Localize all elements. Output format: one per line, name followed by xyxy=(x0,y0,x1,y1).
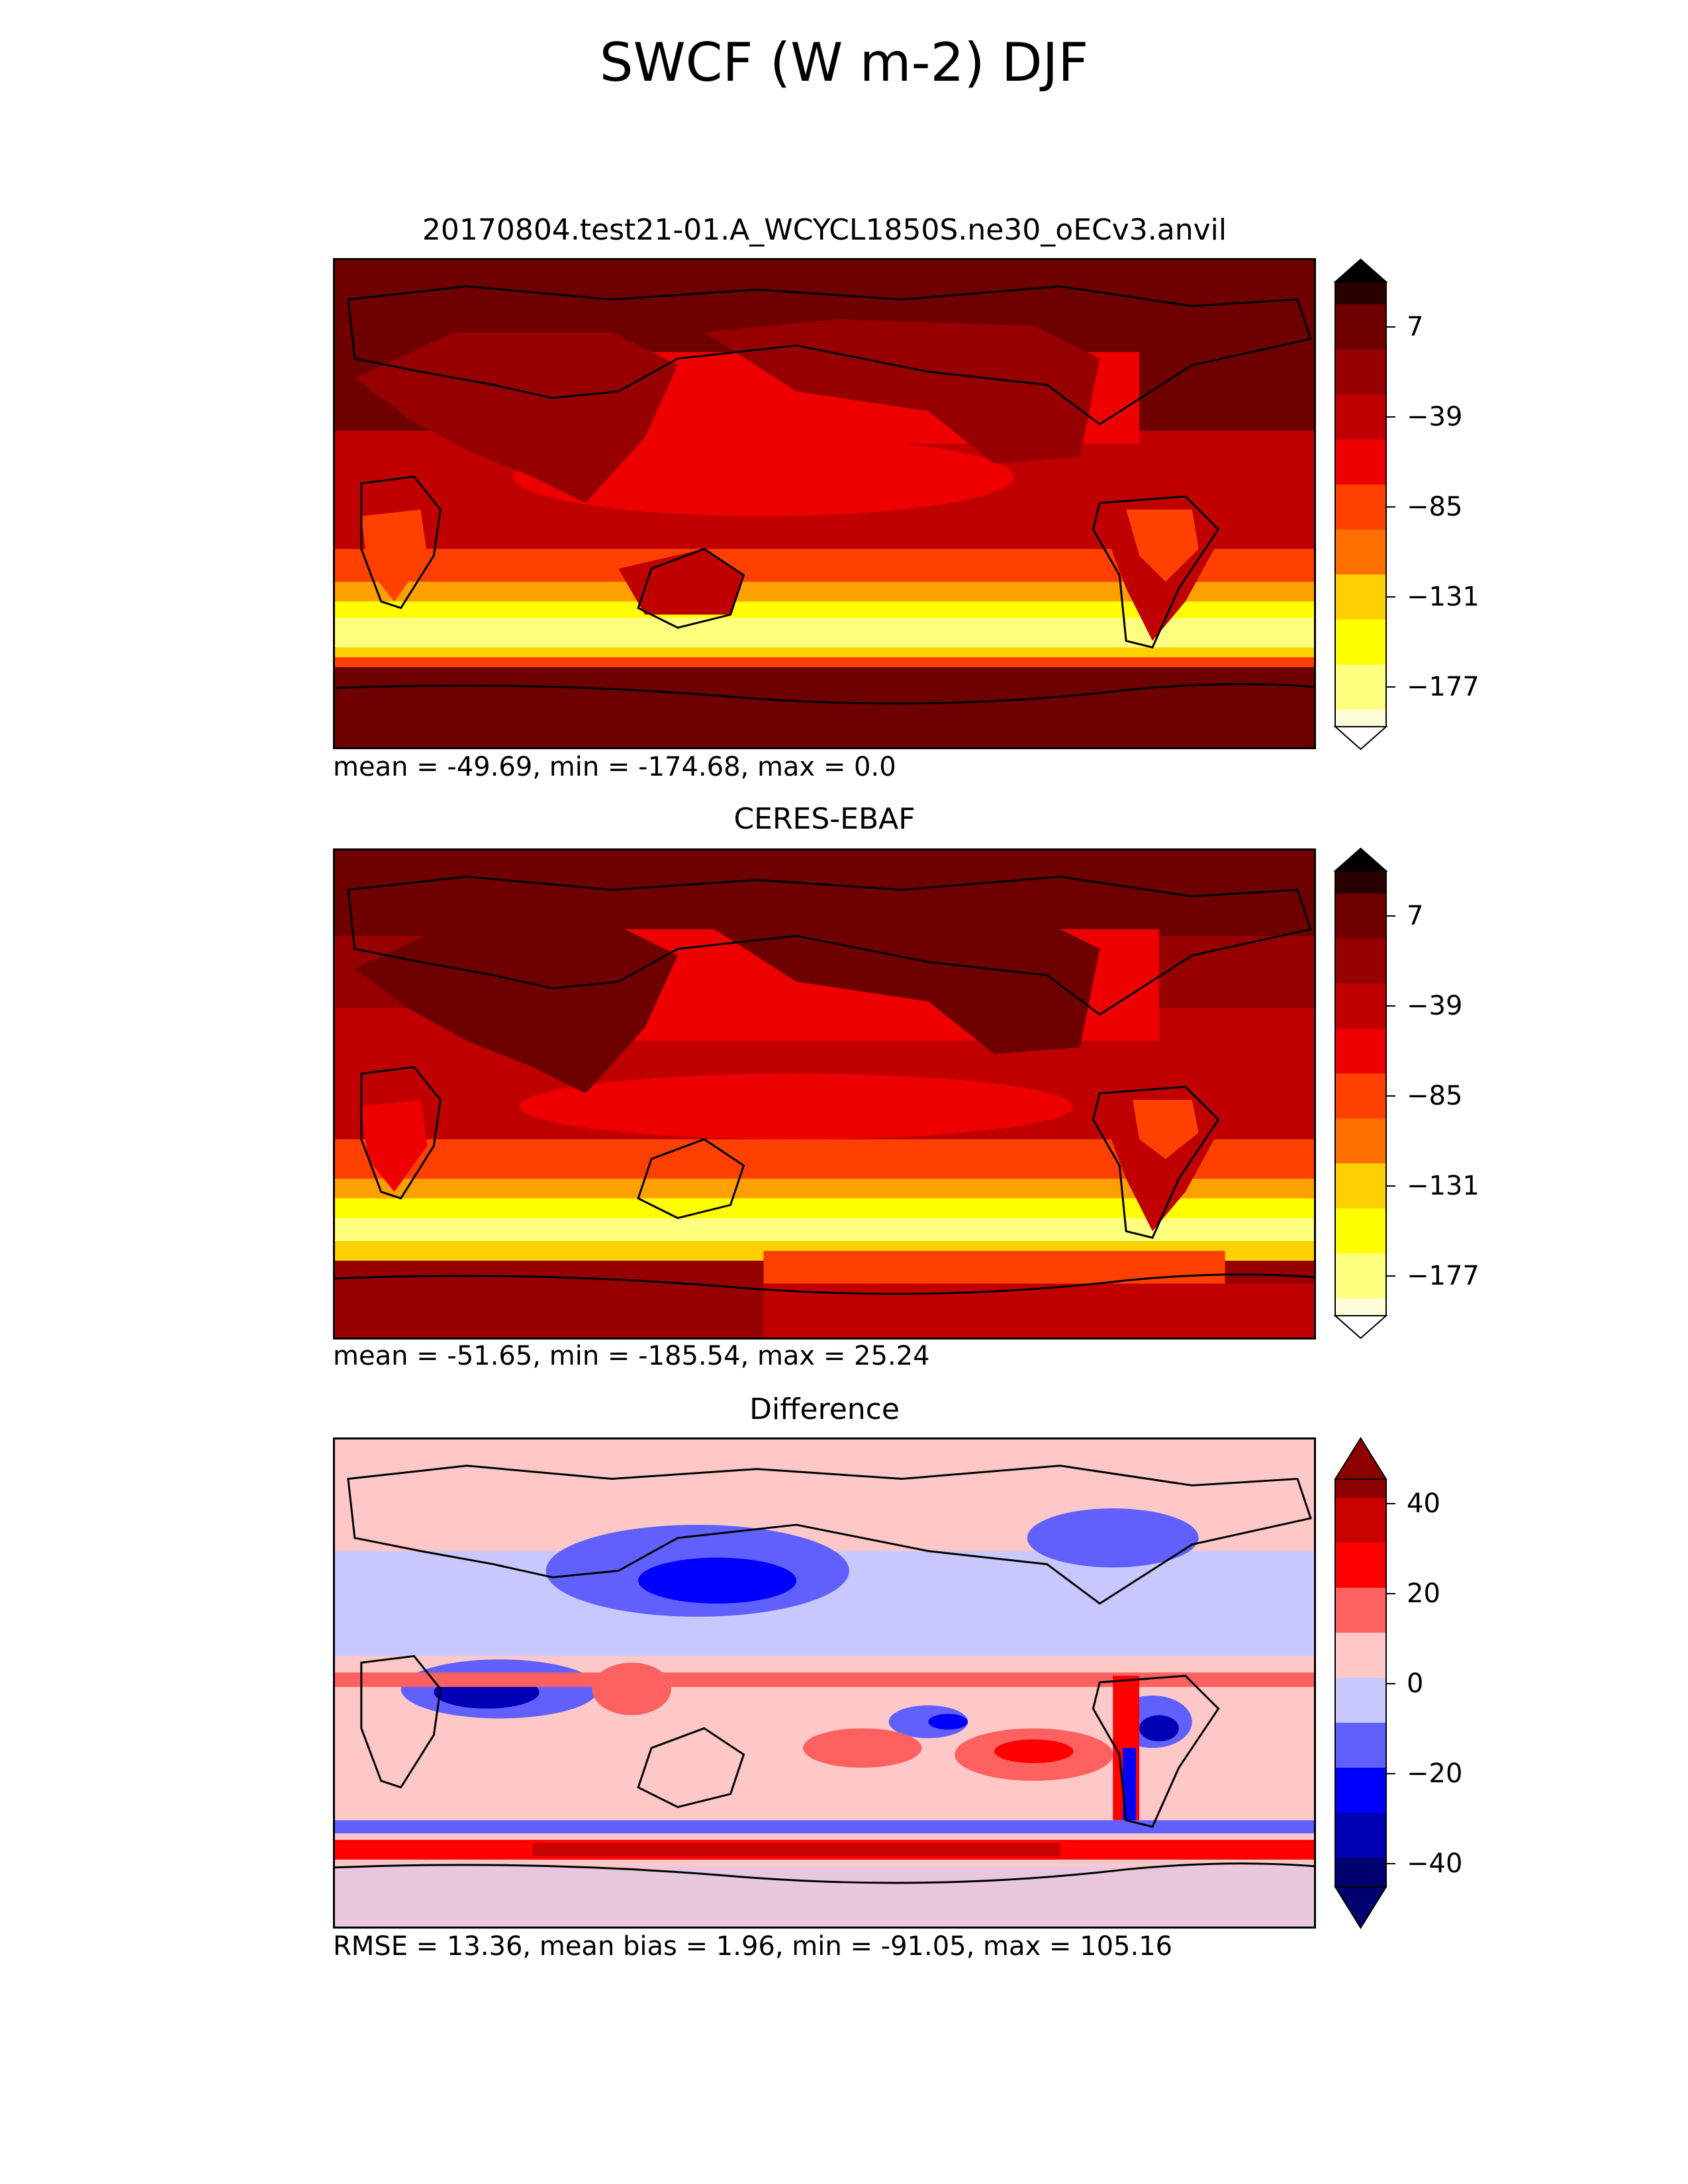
panel-1-tick-label: −177 xyxy=(1407,672,1479,702)
panel-2-field xyxy=(335,850,1314,1338)
panel-3-tick-label: 40 xyxy=(1407,1488,1440,1519)
panel-1-colorbar-svg xyxy=(1333,258,1395,751)
panel-3-tick-label: −40 xyxy=(1407,1848,1463,1879)
panel-2-stats: mean = -51.65, min = -185.54, max = 25.2… xyxy=(333,1341,930,1371)
panel-3-tick-label: 0 xyxy=(1407,1668,1424,1699)
panel-2-colorbar-svg xyxy=(1333,847,1395,1340)
panel-1-stats: mean = -49.69, min = -174.68, max = 0.0 xyxy=(333,752,896,782)
panel-3-tick-label: −20 xyxy=(1407,1758,1463,1789)
panel-1-field xyxy=(335,260,1314,747)
panel-2-colorbar xyxy=(1333,847,1395,1340)
panel-2-title: CERES-EBAF xyxy=(733,802,915,836)
panel-3-map xyxy=(333,1437,1316,1929)
panel-1-tick-label: 7 xyxy=(1407,312,1424,342)
panel-3-title: Difference xyxy=(749,1392,900,1426)
panel-2-tick-label: −131 xyxy=(1407,1171,1479,1201)
panel-3-stats: RMSE = 13.36, mean bias = 1.96, min = -9… xyxy=(333,1931,1173,1962)
panel-2-map xyxy=(333,848,1316,1340)
panel-3-tick-label: 20 xyxy=(1407,1578,1440,1609)
panel-1-tick-label: −39 xyxy=(1407,402,1463,432)
panel-1-tick-label: −85 xyxy=(1407,492,1463,522)
panel-1-colorbar xyxy=(1333,258,1395,751)
panel-1-title: 20170804.test21-01.A_WCYCL1850S.ne30_oEC… xyxy=(422,213,1227,247)
panel-3-colorbar xyxy=(1334,1437,1395,1929)
panel-3-colorbar-svg xyxy=(1334,1437,1395,1929)
panel-2-tick-label: −177 xyxy=(1407,1261,1479,1291)
panel-2-tick-label: −85 xyxy=(1407,1081,1463,1111)
panel-3-field xyxy=(335,1439,1314,1927)
panel-1-tick-label: −131 xyxy=(1407,582,1479,612)
panel-2-tick-label: 7 xyxy=(1407,901,1424,931)
panel-2-tick-label: −39 xyxy=(1407,991,1463,1021)
panel-1-map xyxy=(333,258,1316,749)
figure-title: SWCF (W m-2) DJF xyxy=(599,32,1089,93)
